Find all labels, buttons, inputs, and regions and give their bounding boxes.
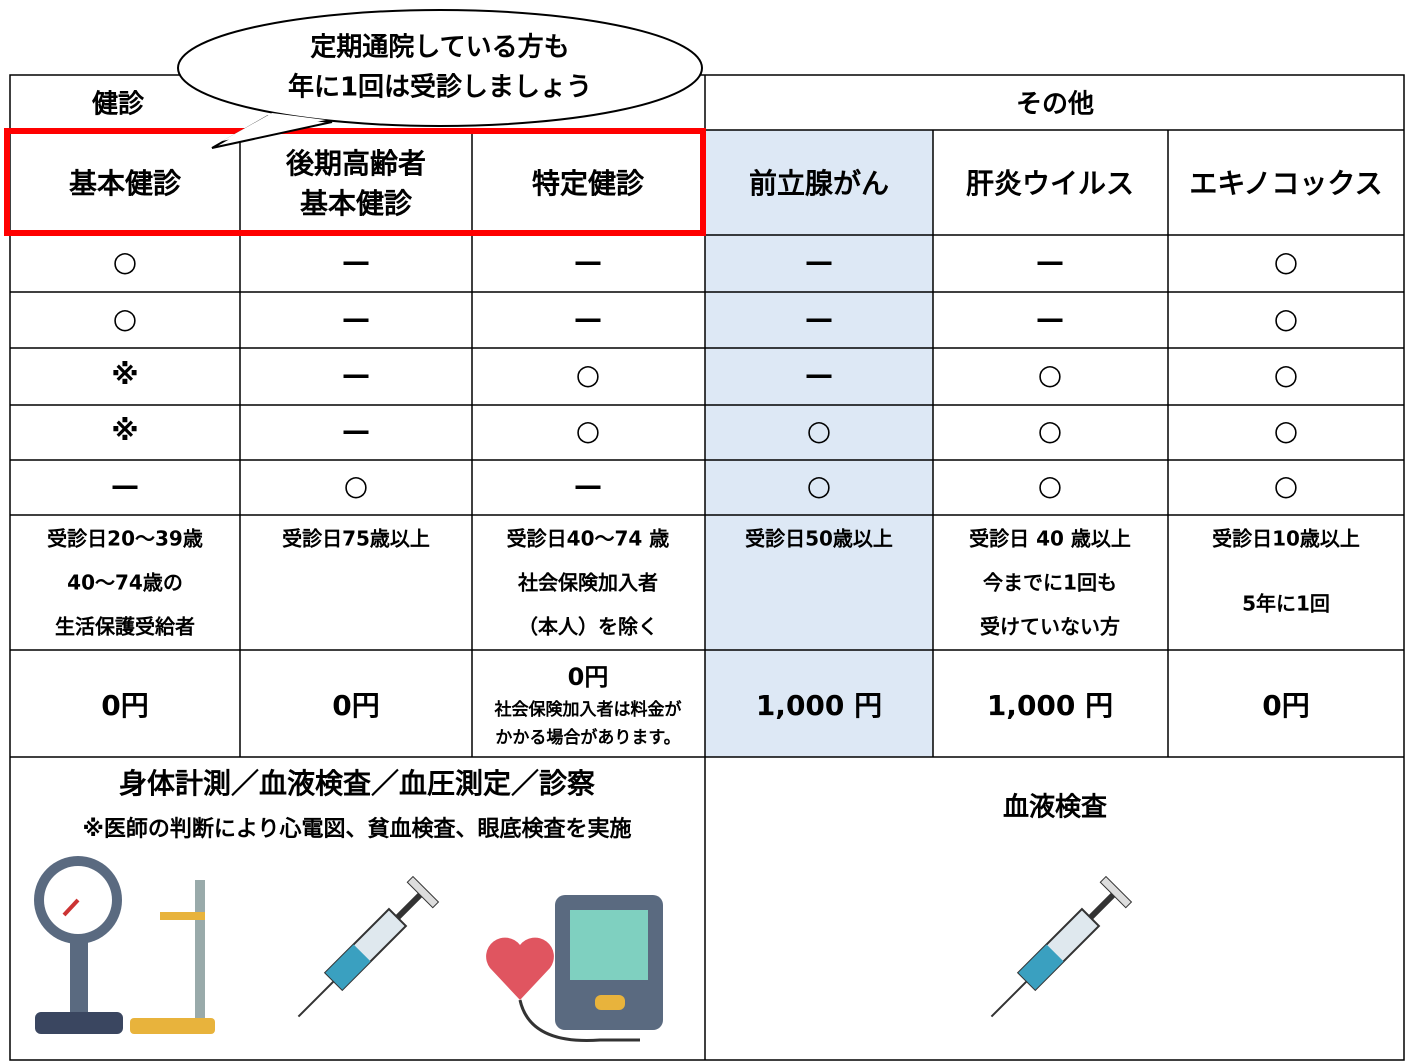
eligibility-text: 5年に1回 — [1242, 592, 1330, 616]
cell-symbol: ○ — [1274, 302, 1298, 335]
eligibility-text: 社会保険加入者 — [517, 571, 658, 595]
column-header: 特定健診 — [532, 167, 645, 200]
callout-text: 定期通院している方も — [310, 33, 569, 63]
column-header: 基本健診 — [300, 187, 413, 220]
cell-symbol: — — [342, 302, 370, 335]
eligibility-text: 受診日 40 歳以上 — [969, 527, 1131, 551]
eligibility-text: 受診日50歳以上 — [745, 527, 893, 551]
cell-symbol: — — [574, 302, 602, 335]
column-header: 後期高齢者 — [285, 147, 426, 180]
scale-icon — [34, 856, 123, 1034]
column-header: 肝炎ウイルス — [966, 167, 1134, 200]
highlight-box — [4, 128, 706, 236]
table-border — [9, 74, 1405, 1061]
cell-symbol: ○ — [1274, 414, 1298, 447]
cell-symbol: ○ — [576, 358, 600, 391]
eligibility-text: 受けていない方 — [980, 615, 1120, 639]
cell-symbol: — — [805, 358, 833, 391]
cell-symbol: ○ — [113, 245, 137, 278]
fee: 1,000 円 — [987, 689, 1113, 722]
bubble-joint — [222, 113, 326, 141]
eligibility-text: 受診日75歳以上 — [282, 527, 430, 551]
eligibility-text: 受診日40～74 歳 — [507, 527, 670, 551]
fee: 0円 — [568, 663, 609, 691]
eligibility-text: 今までに1回も — [983, 571, 1117, 595]
eligibility-text: 40～74歳の — [67, 571, 183, 595]
cell-symbol: ○ — [807, 414, 831, 447]
syringe-icon — [297, 875, 440, 1018]
cell-symbol: — — [342, 358, 370, 391]
group-header: 健診 — [91, 90, 145, 120]
tests-note: ※医師の判断により心電図、貧血検査、眼底検査を実施 — [83, 816, 632, 842]
group-header: その他 — [1016, 90, 1094, 120]
eligibility-text: 受診日10歳以上 — [1212, 527, 1360, 551]
cell-symbol: ○ — [1038, 358, 1062, 391]
syringe-icon — [990, 875, 1133, 1018]
fee: 0円 — [1262, 689, 1309, 722]
cell-symbol: — — [574, 469, 602, 502]
cell-symbol: ○ — [1274, 245, 1298, 278]
cell-symbol: ○ — [1038, 414, 1062, 447]
fee: 0円 — [332, 689, 379, 722]
cell-symbol: ○ — [1274, 469, 1298, 502]
cell-symbol: — — [805, 302, 833, 335]
cell-symbol: — — [342, 414, 370, 447]
tests-title: 血液検査 — [1003, 793, 1107, 823]
speech-bubble — [177, 9, 703, 127]
cell-symbol: — — [342, 245, 370, 278]
fee-note: 社会保険加入者は料金が — [494, 699, 682, 720]
cell-symbol: ○ — [576, 414, 600, 447]
column-header: エキノコックス — [1189, 167, 1382, 200]
cell-symbol: ※ — [111, 414, 138, 447]
fee: 0円 — [101, 689, 148, 722]
callout-text: 年に1回は受診しましょう — [288, 72, 592, 103]
cell-symbol: ○ — [1038, 469, 1062, 502]
cell-symbol: ○ — [1274, 358, 1298, 391]
cell-symbol: ○ — [344, 469, 368, 502]
column-header: 前立腺がん — [749, 167, 889, 200]
cell-symbol: ○ — [113, 302, 137, 335]
blood-pressure-icon — [486, 895, 663, 1042]
cell-symbol: ※ — [111, 358, 138, 391]
fee: 1,000 円 — [756, 689, 882, 722]
eligibility-text: 受診日20～39歳 — [47, 527, 203, 551]
fee-note: かかる場合があります。 — [495, 727, 680, 748]
cell-symbol: ○ — [807, 469, 831, 502]
cell-symbol: — — [1036, 302, 1064, 335]
cell-symbol: — — [111, 469, 139, 502]
cell-symbol: — — [805, 245, 833, 278]
height-meter-icon — [130, 880, 215, 1034]
eligibility-text: （本人）を除く — [518, 615, 658, 639]
cell-symbol: — — [1036, 245, 1064, 278]
eligibility-text: 生活保護受給者 — [55, 615, 195, 639]
column-header: 基本健診 — [69, 167, 182, 200]
cell-symbol: — — [574, 245, 602, 278]
tests-title: 身体計測／血液検査／血圧測定／診察 — [119, 767, 595, 800]
